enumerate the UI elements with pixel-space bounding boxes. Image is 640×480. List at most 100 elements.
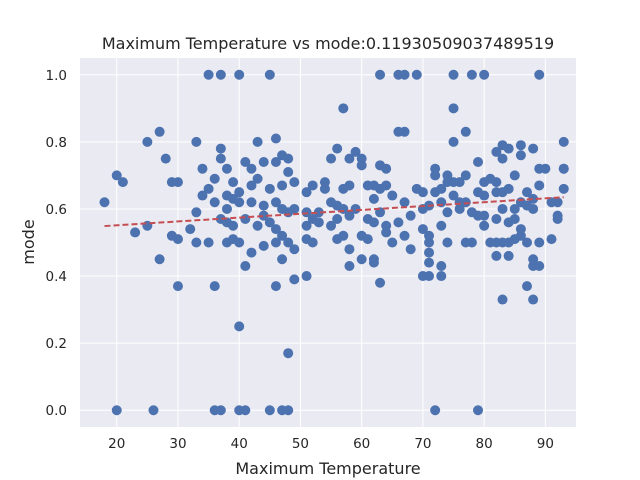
- data-point: [215, 405, 226, 416]
- data-point: [375, 277, 386, 288]
- data-point: [381, 180, 392, 191]
- data-point: [148, 405, 159, 416]
- data-point: [160, 153, 171, 164]
- data-point: [172, 177, 183, 188]
- data-point: [221, 163, 232, 174]
- data-point: [503, 143, 514, 154]
- data-point: [417, 187, 428, 198]
- data-point: [430, 170, 441, 181]
- data-point: [270, 224, 281, 235]
- data-point: [509, 214, 520, 225]
- data-point: [528, 203, 539, 214]
- data-point: [228, 177, 239, 188]
- data-point: [552, 214, 563, 225]
- data-point: [375, 69, 386, 80]
- data-point: [258, 200, 269, 211]
- x-tick-label: 30: [169, 436, 186, 452]
- data-point: [215, 69, 226, 80]
- data-point: [240, 156, 251, 167]
- data-point: [497, 294, 508, 305]
- data-point: [246, 180, 257, 191]
- data-point: [387, 190, 398, 201]
- y-axis-label: mode: [19, 219, 38, 264]
- data-point: [491, 146, 502, 157]
- data-point: [528, 193, 539, 204]
- data-point: [442, 207, 453, 218]
- data-point: [381, 227, 392, 238]
- y-tick-label: 0.4: [46, 269, 67, 285]
- data-point: [515, 230, 526, 241]
- data-point: [234, 321, 245, 332]
- data-point: [436, 183, 447, 194]
- data-point: [264, 405, 275, 416]
- data-point: [264, 183, 275, 194]
- data-point: [191, 237, 202, 248]
- data-point: [509, 170, 520, 181]
- data-point: [393, 217, 404, 228]
- data-point: [301, 187, 312, 198]
- data-point: [350, 146, 361, 157]
- data-point: [172, 281, 183, 292]
- data-point: [424, 257, 435, 268]
- data-points: [99, 69, 569, 416]
- data-point: [424, 247, 435, 258]
- data-point: [264, 69, 275, 80]
- data-point: [356, 160, 367, 171]
- x-ticks: 20 30 40 50 60 70 80 90: [108, 436, 554, 452]
- data-point: [203, 183, 214, 194]
- data-point: [172, 234, 183, 245]
- data-point: [191, 136, 202, 147]
- data-point: [515, 140, 526, 151]
- data-point: [246, 163, 257, 174]
- data-point: [185, 224, 196, 235]
- data-point: [368, 193, 379, 204]
- data-point: [277, 180, 288, 191]
- x-tick-label: 20: [108, 436, 125, 452]
- data-point: [344, 210, 355, 221]
- data-point: [368, 217, 379, 228]
- x-tick-label: 50: [292, 436, 309, 452]
- data-point: [399, 126, 410, 137]
- x-tick-label: 70: [414, 436, 431, 452]
- data-point: [534, 180, 545, 191]
- data-point: [301, 271, 312, 282]
- data-point: [460, 197, 471, 208]
- data-point: [399, 69, 410, 80]
- data-point: [234, 197, 245, 208]
- data-point: [528, 143, 539, 154]
- data-point: [246, 197, 257, 208]
- data-point: [546, 234, 557, 245]
- data-point: [491, 177, 502, 188]
- data-point: [479, 210, 490, 221]
- data-point: [442, 237, 453, 248]
- data-point: [534, 69, 545, 80]
- data-point: [197, 163, 208, 174]
- data-point: [307, 180, 318, 191]
- data-point: [522, 281, 533, 292]
- data-point: [460, 170, 471, 181]
- data-point: [117, 177, 128, 188]
- data-point: [540, 163, 551, 174]
- data-point: [448, 136, 459, 147]
- data-point: [522, 187, 533, 198]
- data-point: [509, 203, 520, 214]
- data-point: [277, 254, 288, 265]
- data-point: [234, 69, 245, 80]
- x-tick-label: 40: [231, 436, 248, 452]
- data-point: [454, 177, 465, 188]
- data-point: [289, 203, 300, 214]
- data-point: [473, 405, 484, 416]
- data-point: [270, 237, 281, 248]
- data-point: [497, 153, 508, 164]
- trend-line: [104, 196, 564, 228]
- data-point: [479, 69, 490, 80]
- data-point: [448, 69, 459, 80]
- y-tick-label: 0.6: [46, 202, 67, 218]
- data-point: [466, 237, 477, 248]
- data-point: [209, 173, 220, 184]
- x-tick-label: 90: [537, 436, 554, 452]
- data-point: [154, 126, 165, 137]
- data-point: [258, 240, 269, 251]
- data-point: [503, 250, 514, 261]
